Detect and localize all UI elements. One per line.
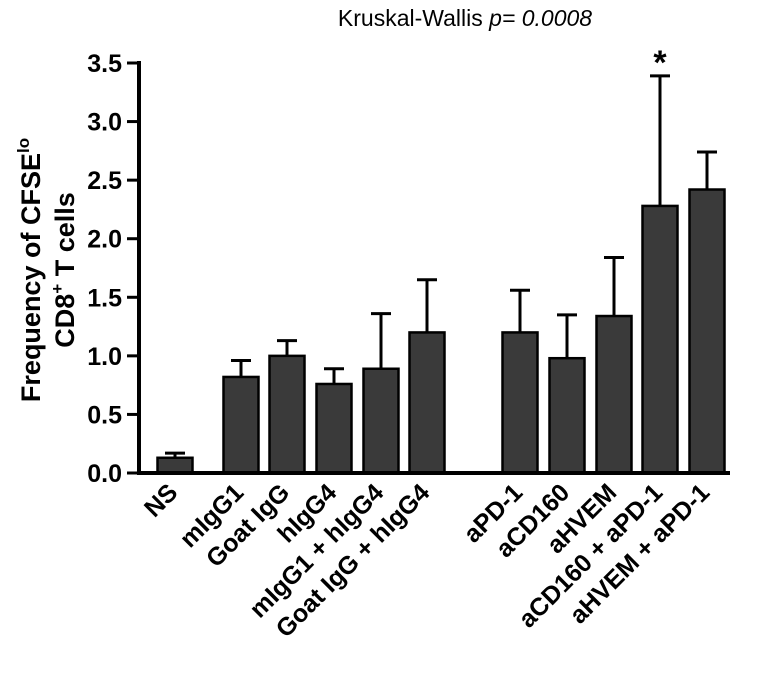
bar — [222, 375, 260, 475]
bar — [156, 456, 194, 475]
y-axis-label-line1: Frequency of CFSElo — [14, 138, 46, 402]
y-axis-label-plus: + — [48, 284, 67, 294]
bar — [315, 382, 353, 475]
y-tick-label: 1.0 — [87, 343, 122, 371]
annotations-group: * — [653, 44, 667, 82]
bars-group — [156, 74, 726, 475]
y-axis-label-cd8: CD8 — [50, 294, 80, 348]
y-tick-label: 1.5 — [87, 284, 122, 312]
bar — [688, 188, 726, 475]
chart-title-main: Kruskal-Wallis — [338, 5, 483, 31]
y-tick-label: 3.5 — [87, 50, 122, 78]
y-tick-label: 2.0 — [87, 226, 122, 254]
y-axis-label-superscript: lo — [14, 138, 33, 153]
y-tick-label: 3.0 — [87, 109, 122, 137]
bar — [641, 204, 679, 475]
bar — [362, 367, 400, 475]
y-axis-label-line2: CD8+ T cells — [48, 192, 80, 348]
bar — [408, 331, 446, 475]
y-axis-ticks: 0.0 0.5 1.0 1.5 2.0 2.5 3.0 3.5 — [87, 50, 139, 488]
y-tick-label: 0.5 — [87, 401, 122, 429]
bar — [595, 314, 633, 475]
chart-title-p-value: p= 0.0008 — [488, 5, 592, 31]
y-tick-label: 0.0 — [87, 460, 122, 488]
significance-asterisk: * — [653, 44, 667, 82]
x-category-label: NS — [139, 478, 183, 522]
chart-title: Kruskal-Wallis p= 0.0008 — [338, 5, 592, 31]
bar — [268, 354, 306, 475]
bar — [501, 331, 539, 475]
y-axis-label-tcells: T cells — [50, 192, 80, 284]
bar — [548, 356, 586, 475]
y-tick-label: 2.5 — [87, 167, 122, 195]
y-axis-label-main: Frequency of CFSE — [16, 153, 46, 402]
